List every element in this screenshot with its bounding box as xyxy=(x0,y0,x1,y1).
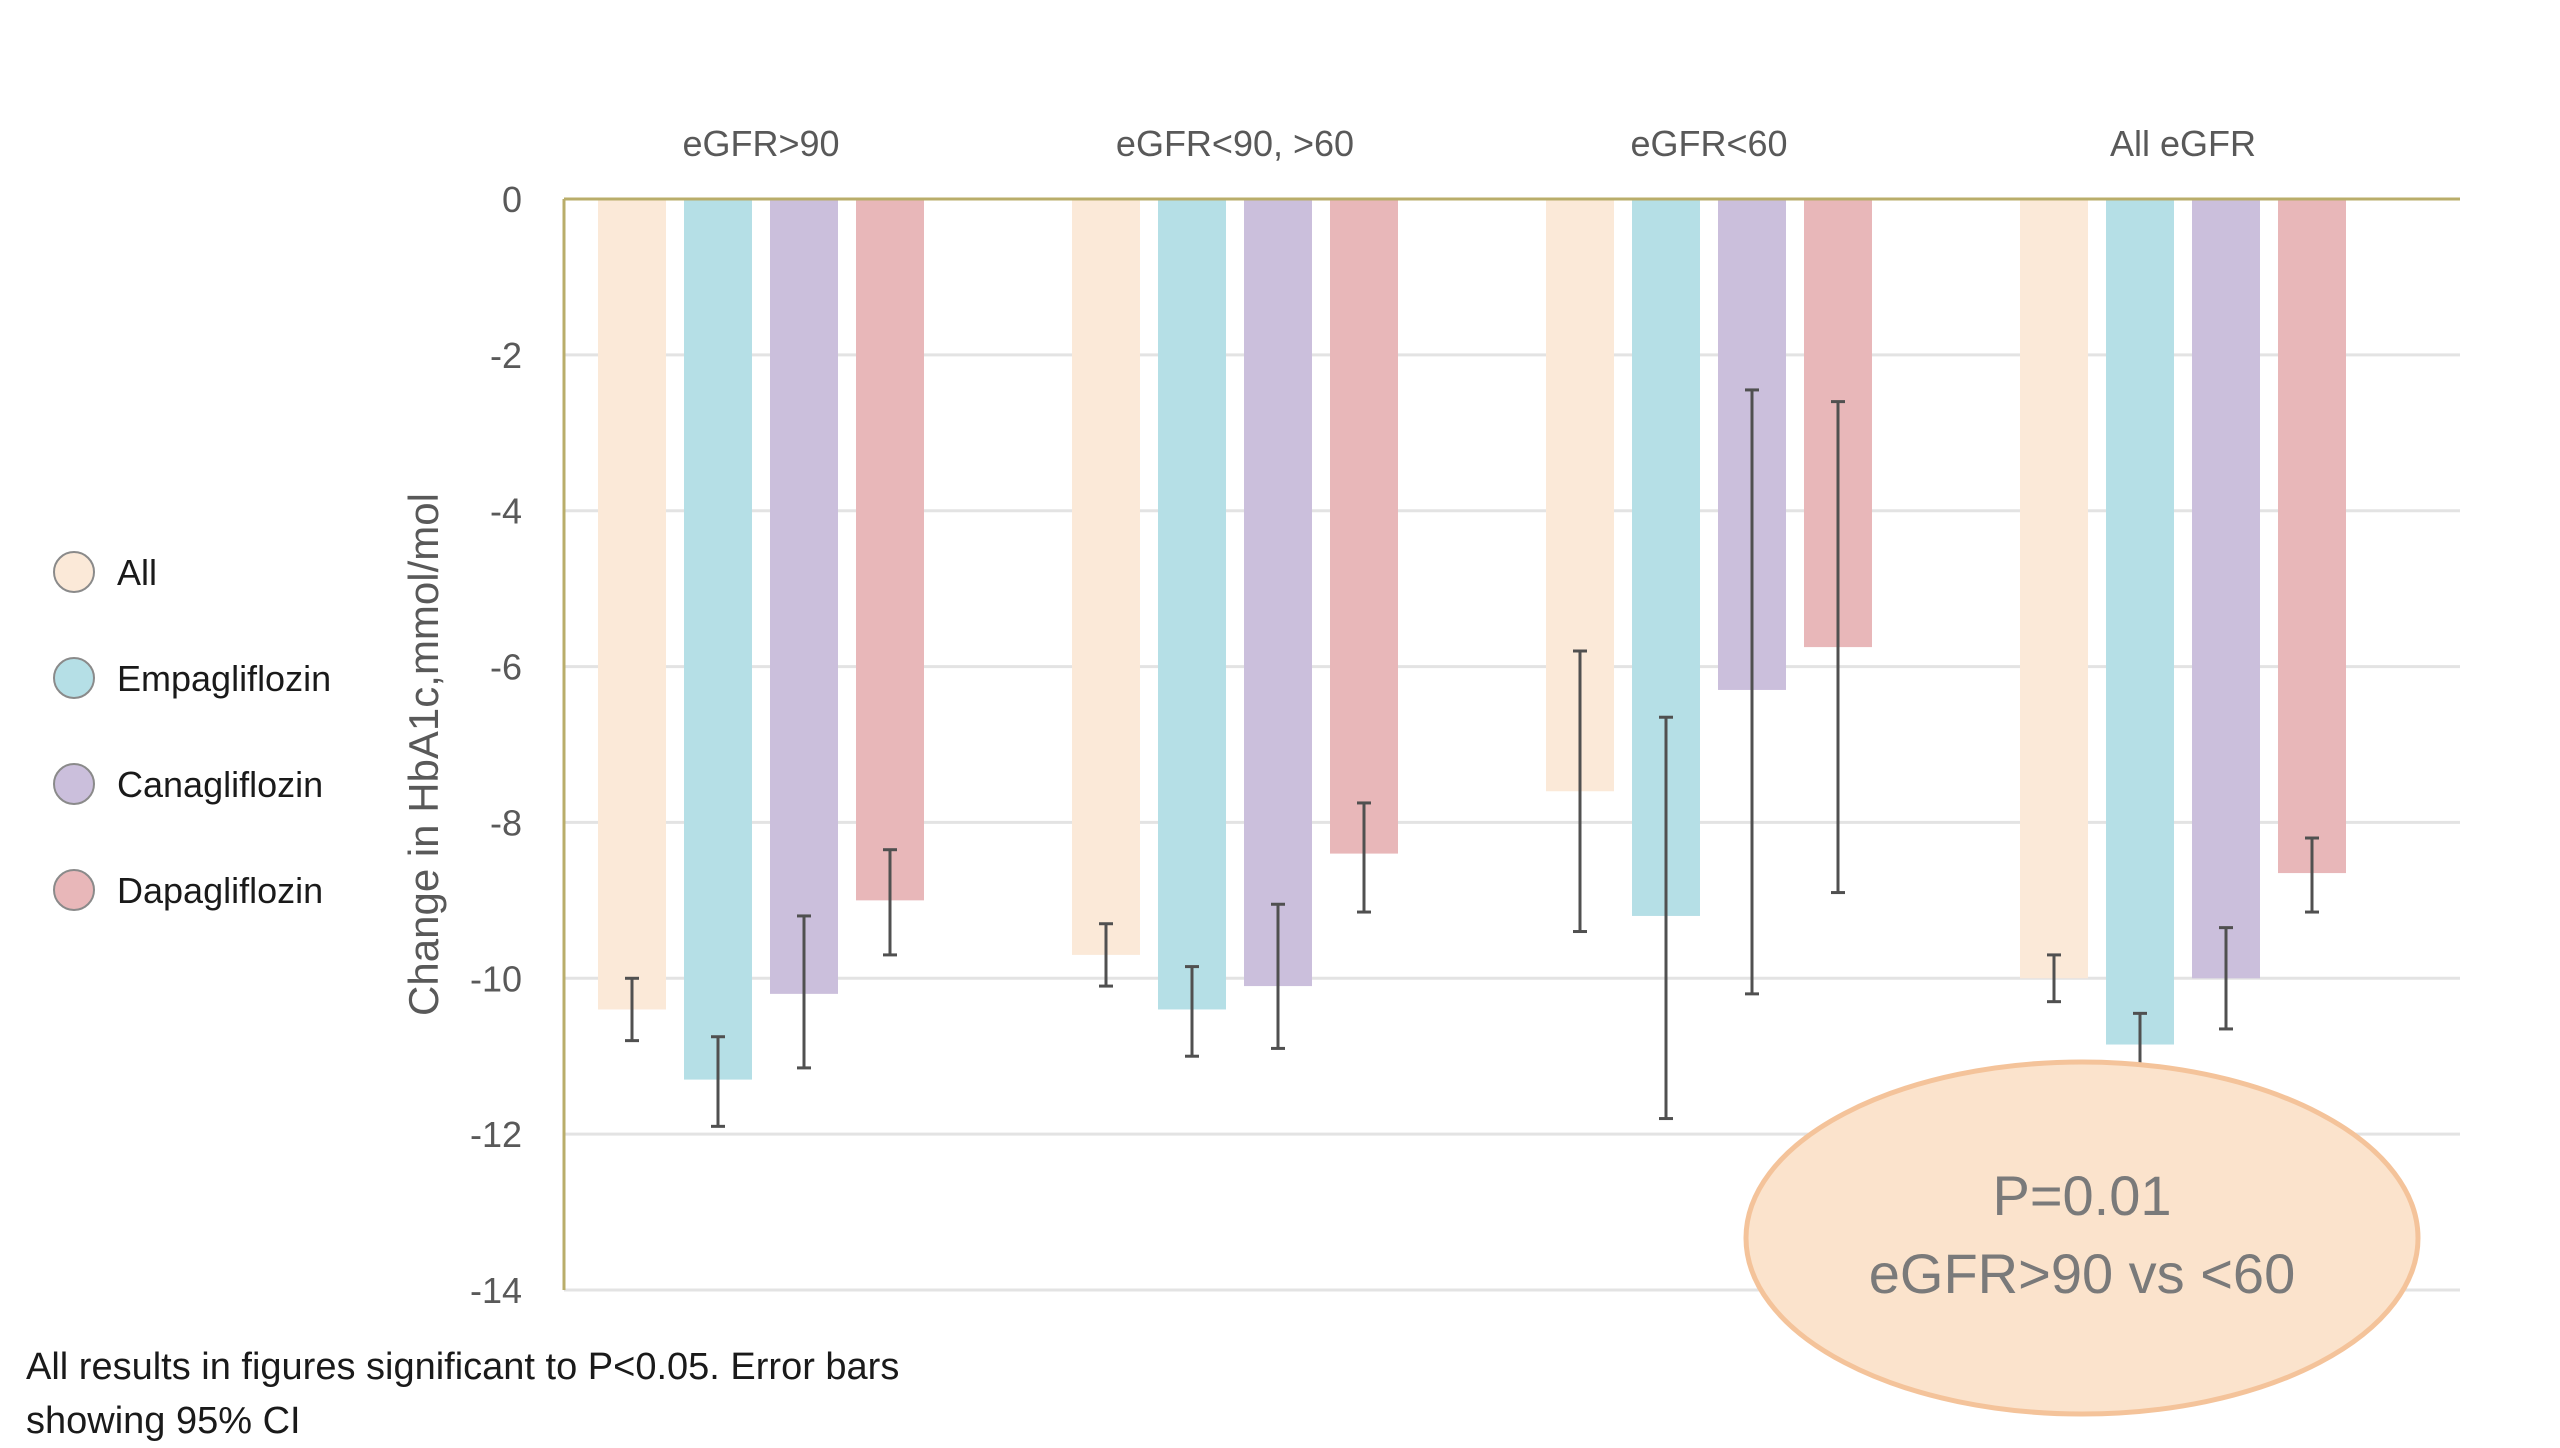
error-bar xyxy=(2047,953,2061,1004)
error-bar xyxy=(1659,715,1673,1121)
error-bar xyxy=(2219,926,2233,1031)
error-bar xyxy=(1745,388,1759,996)
legend-label: Empagliflozin xyxy=(117,658,331,699)
bar-canagliflozin xyxy=(770,199,838,994)
legend-swatch xyxy=(53,763,95,805)
y-tick-label: 0 xyxy=(502,179,522,220)
legend-label: All xyxy=(117,552,157,593)
y-tick-label: -12 xyxy=(470,1114,522,1155)
comparison-text: eGFR>90 vs <60 xyxy=(1869,1242,2295,1305)
bar-empagliflozin xyxy=(684,199,752,1080)
y-tick-label: -6 xyxy=(490,647,522,688)
legend-label: Dapagliflozin xyxy=(117,870,323,911)
error-bar xyxy=(883,848,897,957)
bar-empagliflozin xyxy=(1158,199,1226,1010)
category-label: eGFR<60 xyxy=(1630,123,1787,164)
error-bar xyxy=(1099,922,1113,988)
error-bar xyxy=(625,976,639,1043)
p-value-text: P=0.01 xyxy=(1992,1164,2171,1227)
error-bar xyxy=(1271,902,1285,1050)
error-bar xyxy=(1573,649,1587,934)
error-bar xyxy=(1831,400,1845,895)
bar-dapagliflozin xyxy=(2278,199,2346,874)
bar-empagliflozin xyxy=(2106,199,2174,1045)
footnote: All results in figures significant to P<… xyxy=(26,1340,1026,1448)
y-tick-label: -4 xyxy=(490,491,522,532)
footnote-line-1: All results in figures significant to P<… xyxy=(26,1346,900,1388)
bar-all xyxy=(598,199,666,1010)
footnote-line-2: showing 95% CI xyxy=(26,1400,301,1442)
error-bar xyxy=(711,1035,725,1128)
error-bar xyxy=(2305,836,2319,914)
bar-canagliflozin xyxy=(1244,199,1312,987)
category-label: eGFR>90 xyxy=(682,123,839,164)
legend-swatch xyxy=(53,551,95,593)
y-tick-label: -10 xyxy=(470,958,522,999)
error-bar xyxy=(1357,801,1371,914)
legend-label: Canagliflozin xyxy=(117,764,323,805)
bar-dapagliflozin xyxy=(856,199,924,901)
bar-canagliflozin xyxy=(2192,199,2260,979)
p-value-ellipse xyxy=(1743,1059,2421,1417)
legend-swatch xyxy=(53,869,95,911)
bar-dapagliflozin xyxy=(1330,199,1398,854)
y-tick-label: -2 xyxy=(490,335,522,376)
error-bar xyxy=(1185,965,1199,1058)
legend-swatch xyxy=(53,657,95,699)
error-bar xyxy=(797,914,811,1070)
y-tick-label: -8 xyxy=(490,802,522,843)
y-axis-label: Change in HbA1c,mmol/mol xyxy=(400,493,447,1016)
y-tick-label: -14 xyxy=(470,1270,522,1311)
bar-all xyxy=(2020,199,2088,979)
category-label: eGFR<90, >60 xyxy=(1116,123,1354,164)
bar-all xyxy=(1072,199,1140,955)
category-label: All eGFR xyxy=(2110,123,2256,164)
